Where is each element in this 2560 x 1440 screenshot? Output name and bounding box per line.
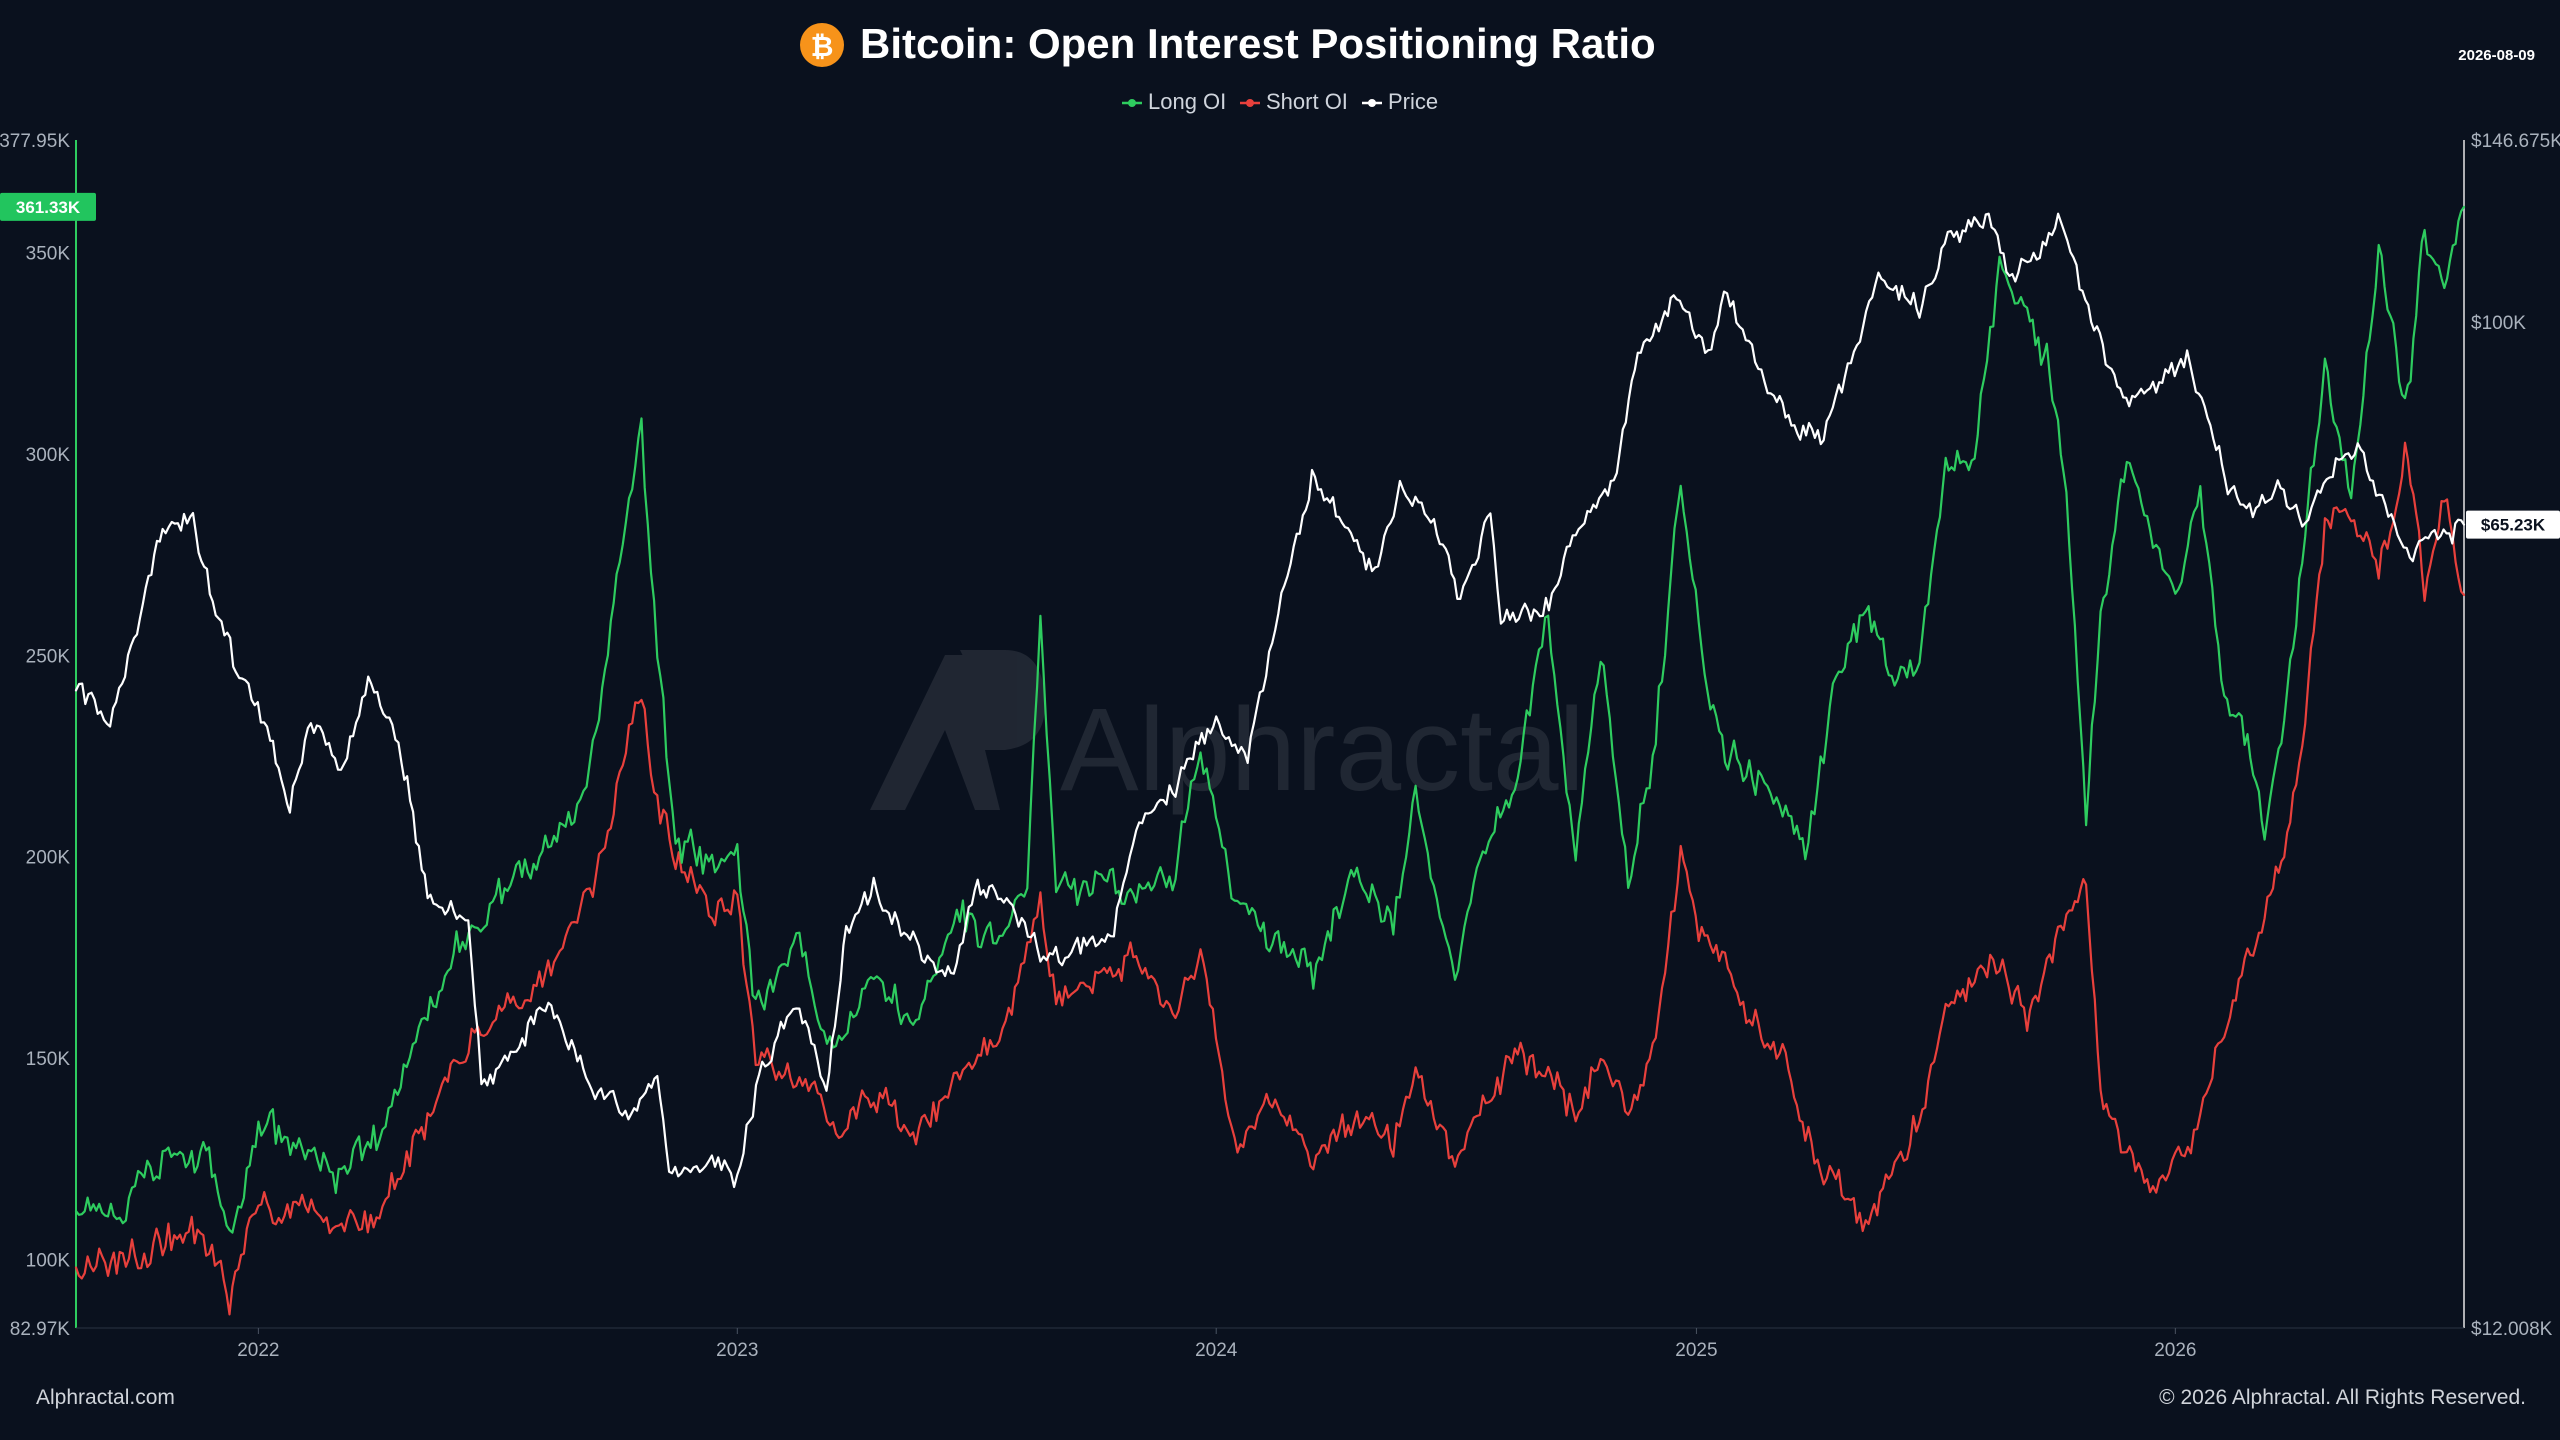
x-axis-tick-label: 2024 <box>1195 1340 1238 1361</box>
legend-short-oi-label: Short OI <box>1266 89 1348 114</box>
x-axis-tick-label: 2023 <box>716 1340 758 1361</box>
short-oi-series-line <box>74 441 2466 1316</box>
right-axis-ticks: $146.675K $12.008K $100K <box>2471 131 2560 1340</box>
right-axis-max-label: $146.675K <box>2471 131 2560 152</box>
series-group <box>74 205 2466 1316</box>
price-series-line <box>74 212 2466 1189</box>
legend-long-oi-marker <box>1128 99 1136 107</box>
chart-title: Bitcoin: Open Interest Positioning Ratio <box>860 20 1656 67</box>
x-axis-ticks: 2022 2023 2024 2025 2026 <box>237 1328 2196 1361</box>
x-axis-tick-label: 2026 <box>2154 1340 2196 1361</box>
left-axis-tick-label: 350K <box>26 244 71 265</box>
bitcoin-icon <box>800 23 844 67</box>
left-axis-max-label: 377.95K <box>0 131 70 152</box>
right-current-value-label: $65.23K <box>2481 516 2546 535</box>
legend-item-short-oi[interactable]: Short OI <box>1240 89 1348 114</box>
legend-short-oi-marker <box>1246 99 1254 107</box>
legend-price-label: Price <box>1388 89 1438 114</box>
left-axis-min-label: 82.97K <box>10 1319 71 1340</box>
long-oi-series-line <box>74 205 2466 1234</box>
watermark: Alphractal <box>870 650 1585 816</box>
left-current-value-label: 361.33K <box>16 198 81 217</box>
right-axis-min-label: $12.008K <box>2471 1319 2553 1340</box>
footer-copyright: © 2026 Alphractal. All Rights Reserved. <box>2159 1386 2526 1409</box>
axes: 377.95K 82.97K 350K 300K 250K 200K 150K 100K $1… <box>0 131 2560 1361</box>
left-current-value-tag <box>0 192 96 221</box>
left-axis-ticks: 377.95K 82.97K 350K 300K 250K 200K 150K 100K <box>0 131 70 1340</box>
left-axis-tick-label: 250K <box>26 646 71 667</box>
legend-item-long-oi[interactable]: Long OI <box>1122 89 1226 114</box>
legend: Long OI Short OI Price <box>1122 89 1438 114</box>
watermark-text: Alphractal <box>1060 684 1585 816</box>
watermark-logo-icon <box>870 650 1045 810</box>
legend-long-oi-label: Long OI <box>1148 89 1226 114</box>
footer: Alphractal.com © 2026 Alphractal. All Ri… <box>36 1386 2526 1409</box>
x-axis-tick-label: 2022 <box>237 1340 279 1361</box>
x-axis-tick-label: 2025 <box>1675 1340 1717 1361</box>
left-axis-tick-label: 100K <box>26 1250 71 1271</box>
footer-site[interactable]: Alphractal.com <box>36 1386 175 1409</box>
chart-date: 2026-08-09 <box>2458 47 2535 64</box>
current-value-tags: 361.33K $65.23K <box>0 192 2560 539</box>
legend-price-marker <box>1368 99 1376 107</box>
legend-item-price[interactable]: Price <box>1362 89 1438 114</box>
bitcoin-icon-glyph: ₿ <box>811 30 834 63</box>
chart-header: ₿ Bitcoin: Open Interest Positioning Rat… <box>800 20 2535 67</box>
right-current-value-tag <box>2466 510 2560 539</box>
left-axis-tick-label: 150K <box>26 1049 71 1070</box>
left-axis-tick-label: 300K <box>26 445 71 466</box>
left-axis-tick-label: 200K <box>26 848 71 869</box>
right-axis-tick-label: $100K <box>2471 313 2526 334</box>
